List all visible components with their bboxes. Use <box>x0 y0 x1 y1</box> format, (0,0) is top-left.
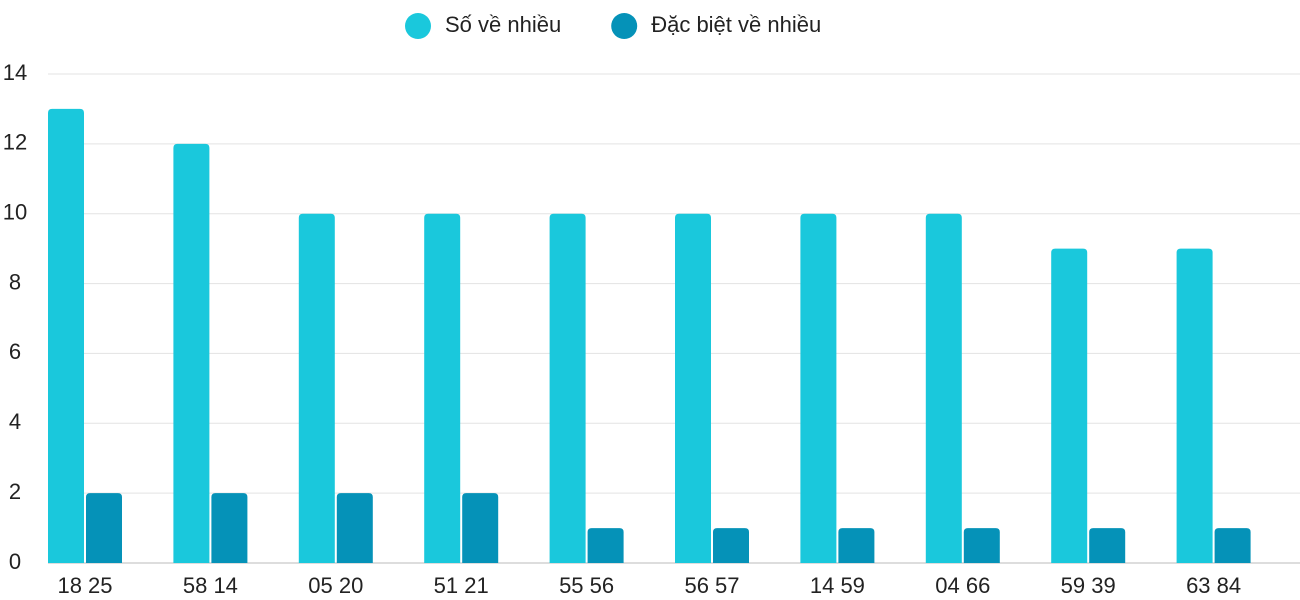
x-tick-label: 04 66 <box>935 573 990 598</box>
y-tick-label: 12 <box>3 130 27 155</box>
x-tick-label: 59 39 <box>1061 573 1116 598</box>
bar <box>336 493 373 563</box>
bar <box>963 528 1000 563</box>
y-tick-label: 6 <box>9 339 21 364</box>
x-tick-label: 56 57 <box>684 573 739 598</box>
bar <box>587 528 624 563</box>
bar <box>1176 248 1213 563</box>
bar <box>925 213 962 563</box>
bar <box>86 493 122 563</box>
legend-marker <box>405 13 431 39</box>
y-tick-label: 14 <box>3 60 27 85</box>
bar <box>800 213 837 563</box>
x-tick-label: 58 14 <box>183 573 238 598</box>
legend-marker <box>611 13 638 39</box>
x-tick-label: 63 84 <box>1186 573 1241 598</box>
x-tick-label: 51 21 <box>434 573 489 598</box>
bar <box>713 528 749 563</box>
legend-label: Đặc biệt về nhiều <box>651 12 821 37</box>
bar <box>838 528 875 563</box>
bar <box>298 213 335 563</box>
bar <box>549 213 586 563</box>
y-tick-label: 2 <box>9 479 21 504</box>
y-tick-label: 4 <box>9 409 21 434</box>
x-tick-label: 14 59 <box>810 573 865 598</box>
bar <box>173 143 210 563</box>
x-tick-label: 05 20 <box>308 573 363 598</box>
bar <box>424 213 461 563</box>
bar <box>1051 248 1088 563</box>
x-tick-label: 18 25 <box>57 573 112 598</box>
x-tick-label: 55 56 <box>559 573 614 598</box>
bar <box>462 493 499 563</box>
bar <box>675 213 711 563</box>
bar <box>1089 528 1126 563</box>
y-tick-label: 8 <box>9 269 21 294</box>
legend-label: Số về nhiều <box>445 12 561 37</box>
bar <box>48 108 84 563</box>
bar <box>1214 528 1251 563</box>
y-tick-label: 0 <box>9 549 21 574</box>
bar <box>211 493 248 563</box>
y-tick-label: 10 <box>3 200 27 225</box>
